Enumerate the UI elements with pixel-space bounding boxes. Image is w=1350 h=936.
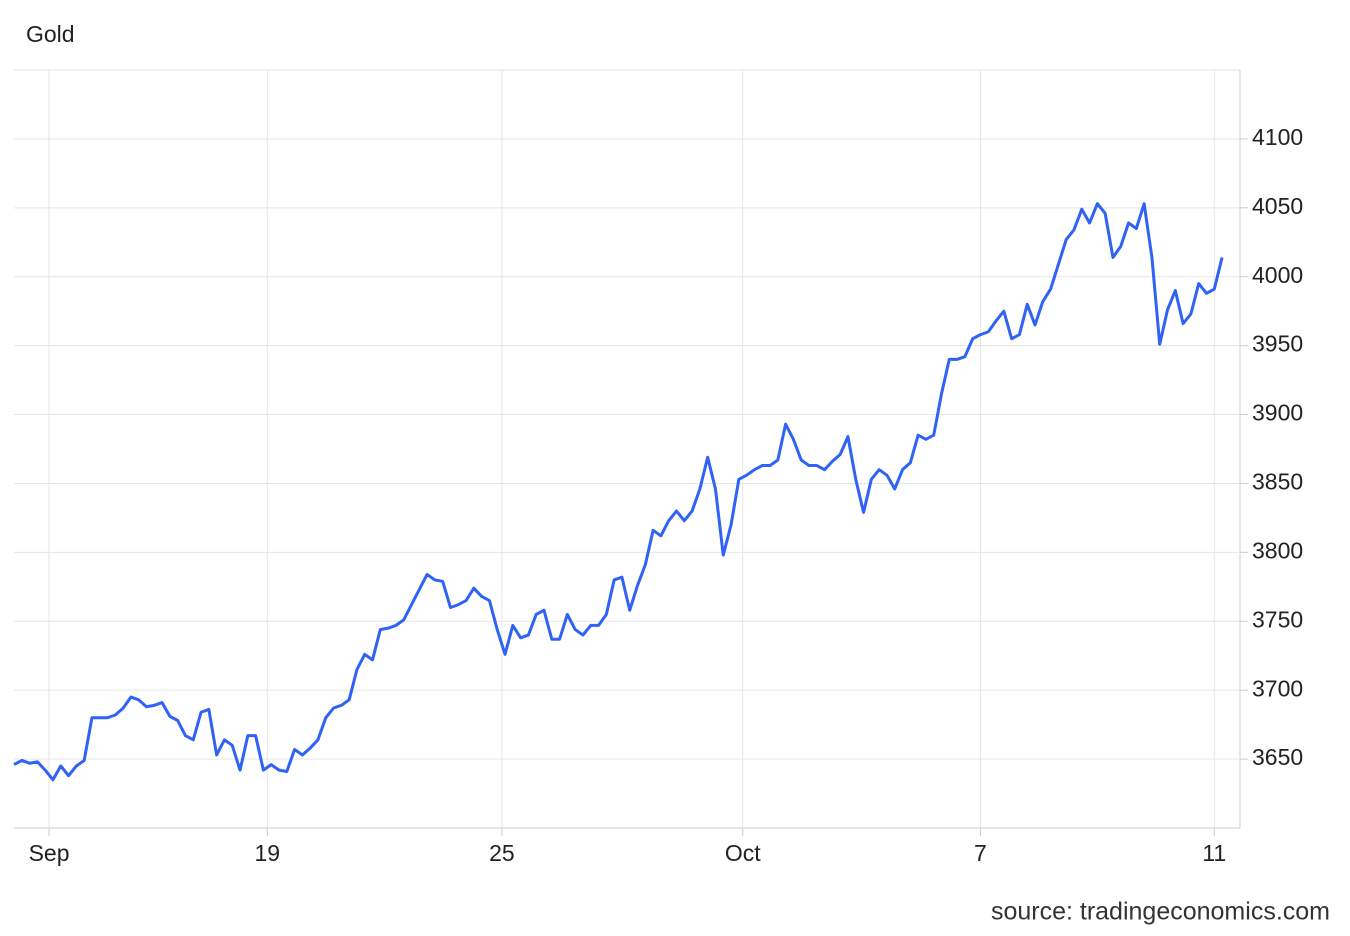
x-tick-label: 19 <box>255 840 281 866</box>
chart-title: Gold <box>26 21 75 47</box>
price-line <box>13 202 1224 782</box>
x-tick-label: Oct <box>725 840 761 866</box>
y-tick-label: 3750 <box>1252 606 1303 632</box>
x-tick-label: 25 <box>489 840 515 866</box>
y-tick-label: 3800 <box>1252 537 1303 563</box>
x-tick-label: 7 <box>974 840 987 866</box>
y-tick-label: 4100 <box>1252 124 1303 150</box>
y-tick-label: 3900 <box>1252 400 1303 426</box>
y-tick-label: 3700 <box>1252 675 1303 701</box>
x-tick-label: 11 <box>1202 840 1226 866</box>
y-tick-label: 3650 <box>1252 744 1303 770</box>
y-tick-label: 4000 <box>1252 262 1303 288</box>
y-tick-label: 4050 <box>1252 193 1303 219</box>
y-tick-label: 3850 <box>1252 469 1303 495</box>
y-tick-label: 3950 <box>1252 331 1303 357</box>
source: source: tradingeconomics.com <box>991 898 1330 926</box>
x-tick-label: Sep <box>29 840 70 866</box>
